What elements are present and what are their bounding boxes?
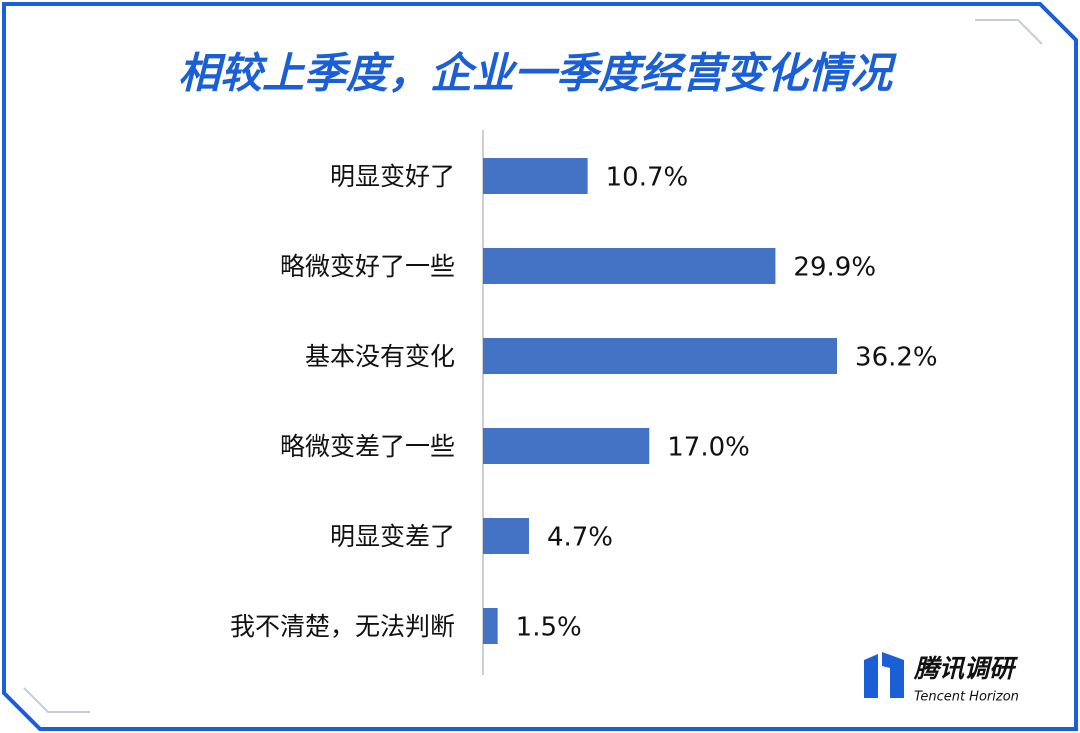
logo-name: 腾讯调研 — [913, 654, 1018, 683]
corner-deco — [23, 687, 90, 713]
chart-title: 相较上季度，企业一季度经营变化情况 — [178, 49, 897, 98]
category-label: 略微变好了一些 — [280, 252, 455, 281]
logo: 腾讯调研 Tencent Horizon — [864, 652, 1019, 705]
category-label: 明显变差了 — [330, 522, 455, 551]
value-label: 1.5% — [516, 613, 582, 643]
value-label: 17.0% — [667, 433, 750, 463]
bar — [483, 248, 776, 284]
bar — [483, 338, 838, 374]
value-label: 4.7% — [547, 523, 613, 553]
value-label: 36.2% — [855, 343, 938, 373]
bar — [483, 608, 498, 644]
category-label: 略微变差了一些 — [280, 432, 455, 461]
value-label: 29.9% — [793, 253, 876, 283]
value-label: 10.7% — [606, 163, 689, 193]
category-label: 基本没有变化 — [305, 342, 455, 371]
bar — [483, 518, 529, 554]
corner-deco — [975, 19, 1043, 45]
category-label: 我不清楚，无法判断 — [230, 612, 455, 641]
bar — [483, 158, 588, 194]
logo-subtitle: Tencent Horizon — [914, 690, 1019, 705]
logo-icon — [864, 652, 904, 698]
category-label: 明显变好了 — [330, 162, 455, 191]
bar — [483, 428, 650, 464]
